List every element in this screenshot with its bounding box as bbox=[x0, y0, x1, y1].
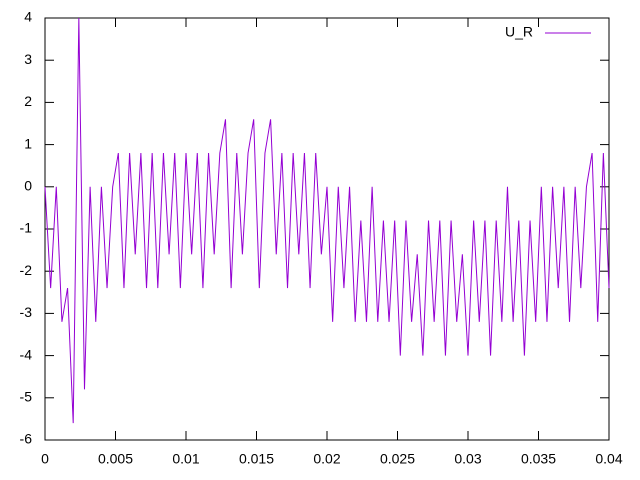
y-tick-label: 1 bbox=[24, 135, 32, 151]
x-tick-label: 0.005 bbox=[98, 451, 133, 467]
x-tick-label: 0.02 bbox=[313, 451, 340, 467]
x-tick-label: 0.025 bbox=[380, 451, 415, 467]
y-tick-label: -6 bbox=[20, 431, 33, 447]
plot-frame bbox=[44, 17, 610, 441]
x-tick-label: 0.03 bbox=[454, 451, 481, 467]
y-tick-label: 2 bbox=[24, 93, 32, 109]
y-tick-label: 4 bbox=[24, 9, 32, 25]
x-tick-label: 0 bbox=[41, 451, 49, 467]
x-tick-label: 0.01 bbox=[172, 451, 199, 467]
y-tick-label: 0 bbox=[24, 178, 32, 194]
y-tick-label: 3 bbox=[24, 51, 32, 67]
x-tick-label: 0.035 bbox=[521, 451, 556, 467]
y-tick-label: -5 bbox=[20, 389, 33, 405]
x-tick-label: 0.015 bbox=[239, 451, 274, 467]
legend-label: U_R bbox=[505, 24, 533, 40]
x-tick-label: 0.04 bbox=[595, 451, 622, 467]
y-tick-label: -1 bbox=[20, 220, 33, 236]
y-tick-label: -2 bbox=[20, 262, 33, 278]
y-tick-label: -3 bbox=[20, 304, 33, 320]
data-line bbox=[44, 17, 610, 424]
y-tick-label: -4 bbox=[20, 346, 33, 362]
